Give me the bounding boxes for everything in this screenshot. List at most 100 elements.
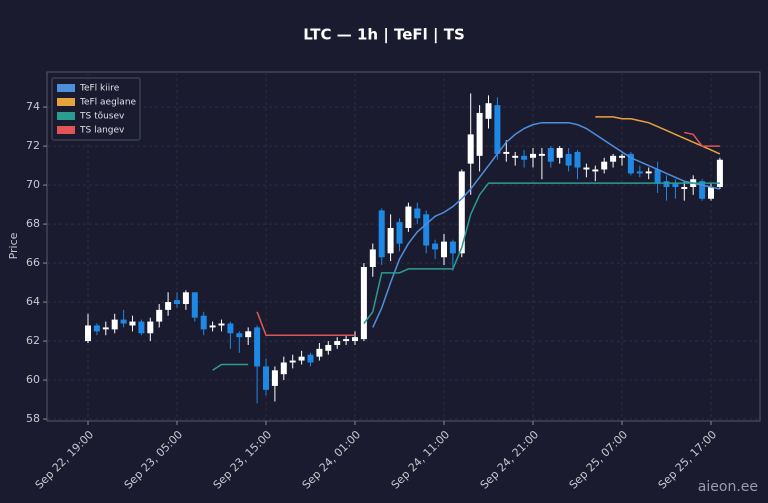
y-tick-label: 66: [26, 256, 40, 269]
y-tick-label: 64: [26, 295, 40, 308]
candle-body: [538, 153, 545, 156]
candle-body: [138, 321, 145, 334]
candle-body: [672, 183, 679, 188]
legend-label: TS langev: [79, 126, 125, 136]
y-tick-label: 74: [26, 100, 40, 113]
y-axis-label: Price: [7, 232, 20, 259]
candle-body: [556, 148, 563, 158]
candle-body: [396, 222, 403, 244]
candle-body: [352, 337, 358, 342]
candle-body: [227, 323, 234, 334]
candle-body: [592, 169, 599, 172]
candle-body: [182, 292, 189, 305]
candle-body: [334, 341, 341, 345]
plot-frame: [46, 71, 761, 422]
candle-body: [654, 169, 661, 184]
candle-body: [325, 344, 332, 351]
legend: TeFl kiire TeFl aeglane TS tõusev TS langev: [51, 77, 141, 141]
chart-title: LTC — 1h | TeFl | TS: [303, 26, 465, 45]
candle-body: [636, 171, 643, 174]
candle-body: [271, 370, 278, 386]
candle-body: [441, 241, 447, 258]
y-tick-label: 62: [26, 334, 40, 347]
candle-body: [307, 354, 314, 363]
candle-body: [619, 155, 625, 158]
candle-body: [93, 325, 100, 332]
candle-body: [245, 331, 252, 338]
candle-body: [503, 151, 510, 154]
candle-body: [467, 134, 474, 164]
indicator-line: [595, 116, 721, 155]
candle-body: [369, 249, 376, 267]
candle-body: [449, 241, 456, 254]
candle-body: [530, 153, 536, 158]
indicator-line: [684, 131, 720, 147]
candle-body: [716, 159, 723, 188]
candle-body: [645, 171, 652, 174]
candle-body: [565, 153, 572, 166]
candle-body: [681, 187, 688, 189]
candle-body: [316, 348, 323, 357]
legend-label: TeFl aeglane: [79, 98, 137, 108]
candle-body: [423, 214, 430, 246]
candle-body: [663, 181, 670, 188]
candle-body: [485, 103, 492, 119]
candle-body: [432, 243, 439, 250]
indicator-line: [363, 182, 720, 324]
candle-body: [458, 171, 465, 254]
y-tick-label: 68: [26, 217, 40, 230]
candle-body: [574, 151, 581, 168]
y-tick-label: 60: [26, 373, 40, 386]
candle-body: [218, 323, 225, 326]
candle-body: [512, 155, 519, 158]
legend-swatch: [57, 84, 75, 92]
candle-body: [343, 339, 350, 342]
candle-body: [378, 210, 385, 258]
candle-body: [85, 325, 91, 342]
candle-body: [627, 153, 634, 174]
legend-label: TeFl kiire: [79, 84, 120, 94]
y-tick-label: 70: [26, 178, 40, 191]
legend-label: TS tõusev: [79, 112, 125, 122]
legend-swatch: [57, 98, 75, 106]
candle-body: [165, 302, 172, 310]
candle-body: [699, 181, 706, 199]
candle-body: [102, 327, 109, 330]
candle-body: [387, 227, 394, 254]
candle-body: [191, 292, 198, 318]
indicator-line: [256, 311, 355, 336]
candle-body: [298, 356, 305, 361]
legend-swatch: [57, 126, 75, 134]
candle-body: [147, 321, 154, 334]
candle-body: [360, 266, 367, 340]
legend-box: [51, 77, 141, 141]
candle-body: [129, 321, 136, 326]
candle-body: [494, 105, 501, 154]
candle-body: [236, 333, 243, 338]
candle-body: [200, 315, 207, 330]
y-tick-label: 72: [26, 139, 40, 152]
candle-body: [120, 319, 127, 324]
candle-body: [174, 300, 180, 305]
watermark: aieon.ee: [698, 479, 758, 495]
candle-body: [156, 309, 163, 322]
candle-body: [209, 325, 216, 328]
candle-body: [601, 161, 608, 170]
candle-body: [521, 155, 528, 160]
candle-body: [289, 360, 296, 363]
candle-body: [583, 167, 590, 170]
candle-body: [405, 206, 412, 228]
indicator-line: [212, 363, 249, 371]
grid: [47, 72, 760, 421]
candle-body: [254, 327, 261, 367]
candle-body: [414, 208, 421, 219]
y-tick-label: 58: [26, 412, 40, 425]
candle-body: [547, 148, 554, 162]
candle-body: [476, 112, 483, 156]
indicator-line: [372, 121, 721, 328]
candle-body: [111, 319, 118, 330]
candle-body: [610, 155, 617, 162]
candle-body: [280, 362, 287, 375]
candle-body: [263, 366, 269, 390]
